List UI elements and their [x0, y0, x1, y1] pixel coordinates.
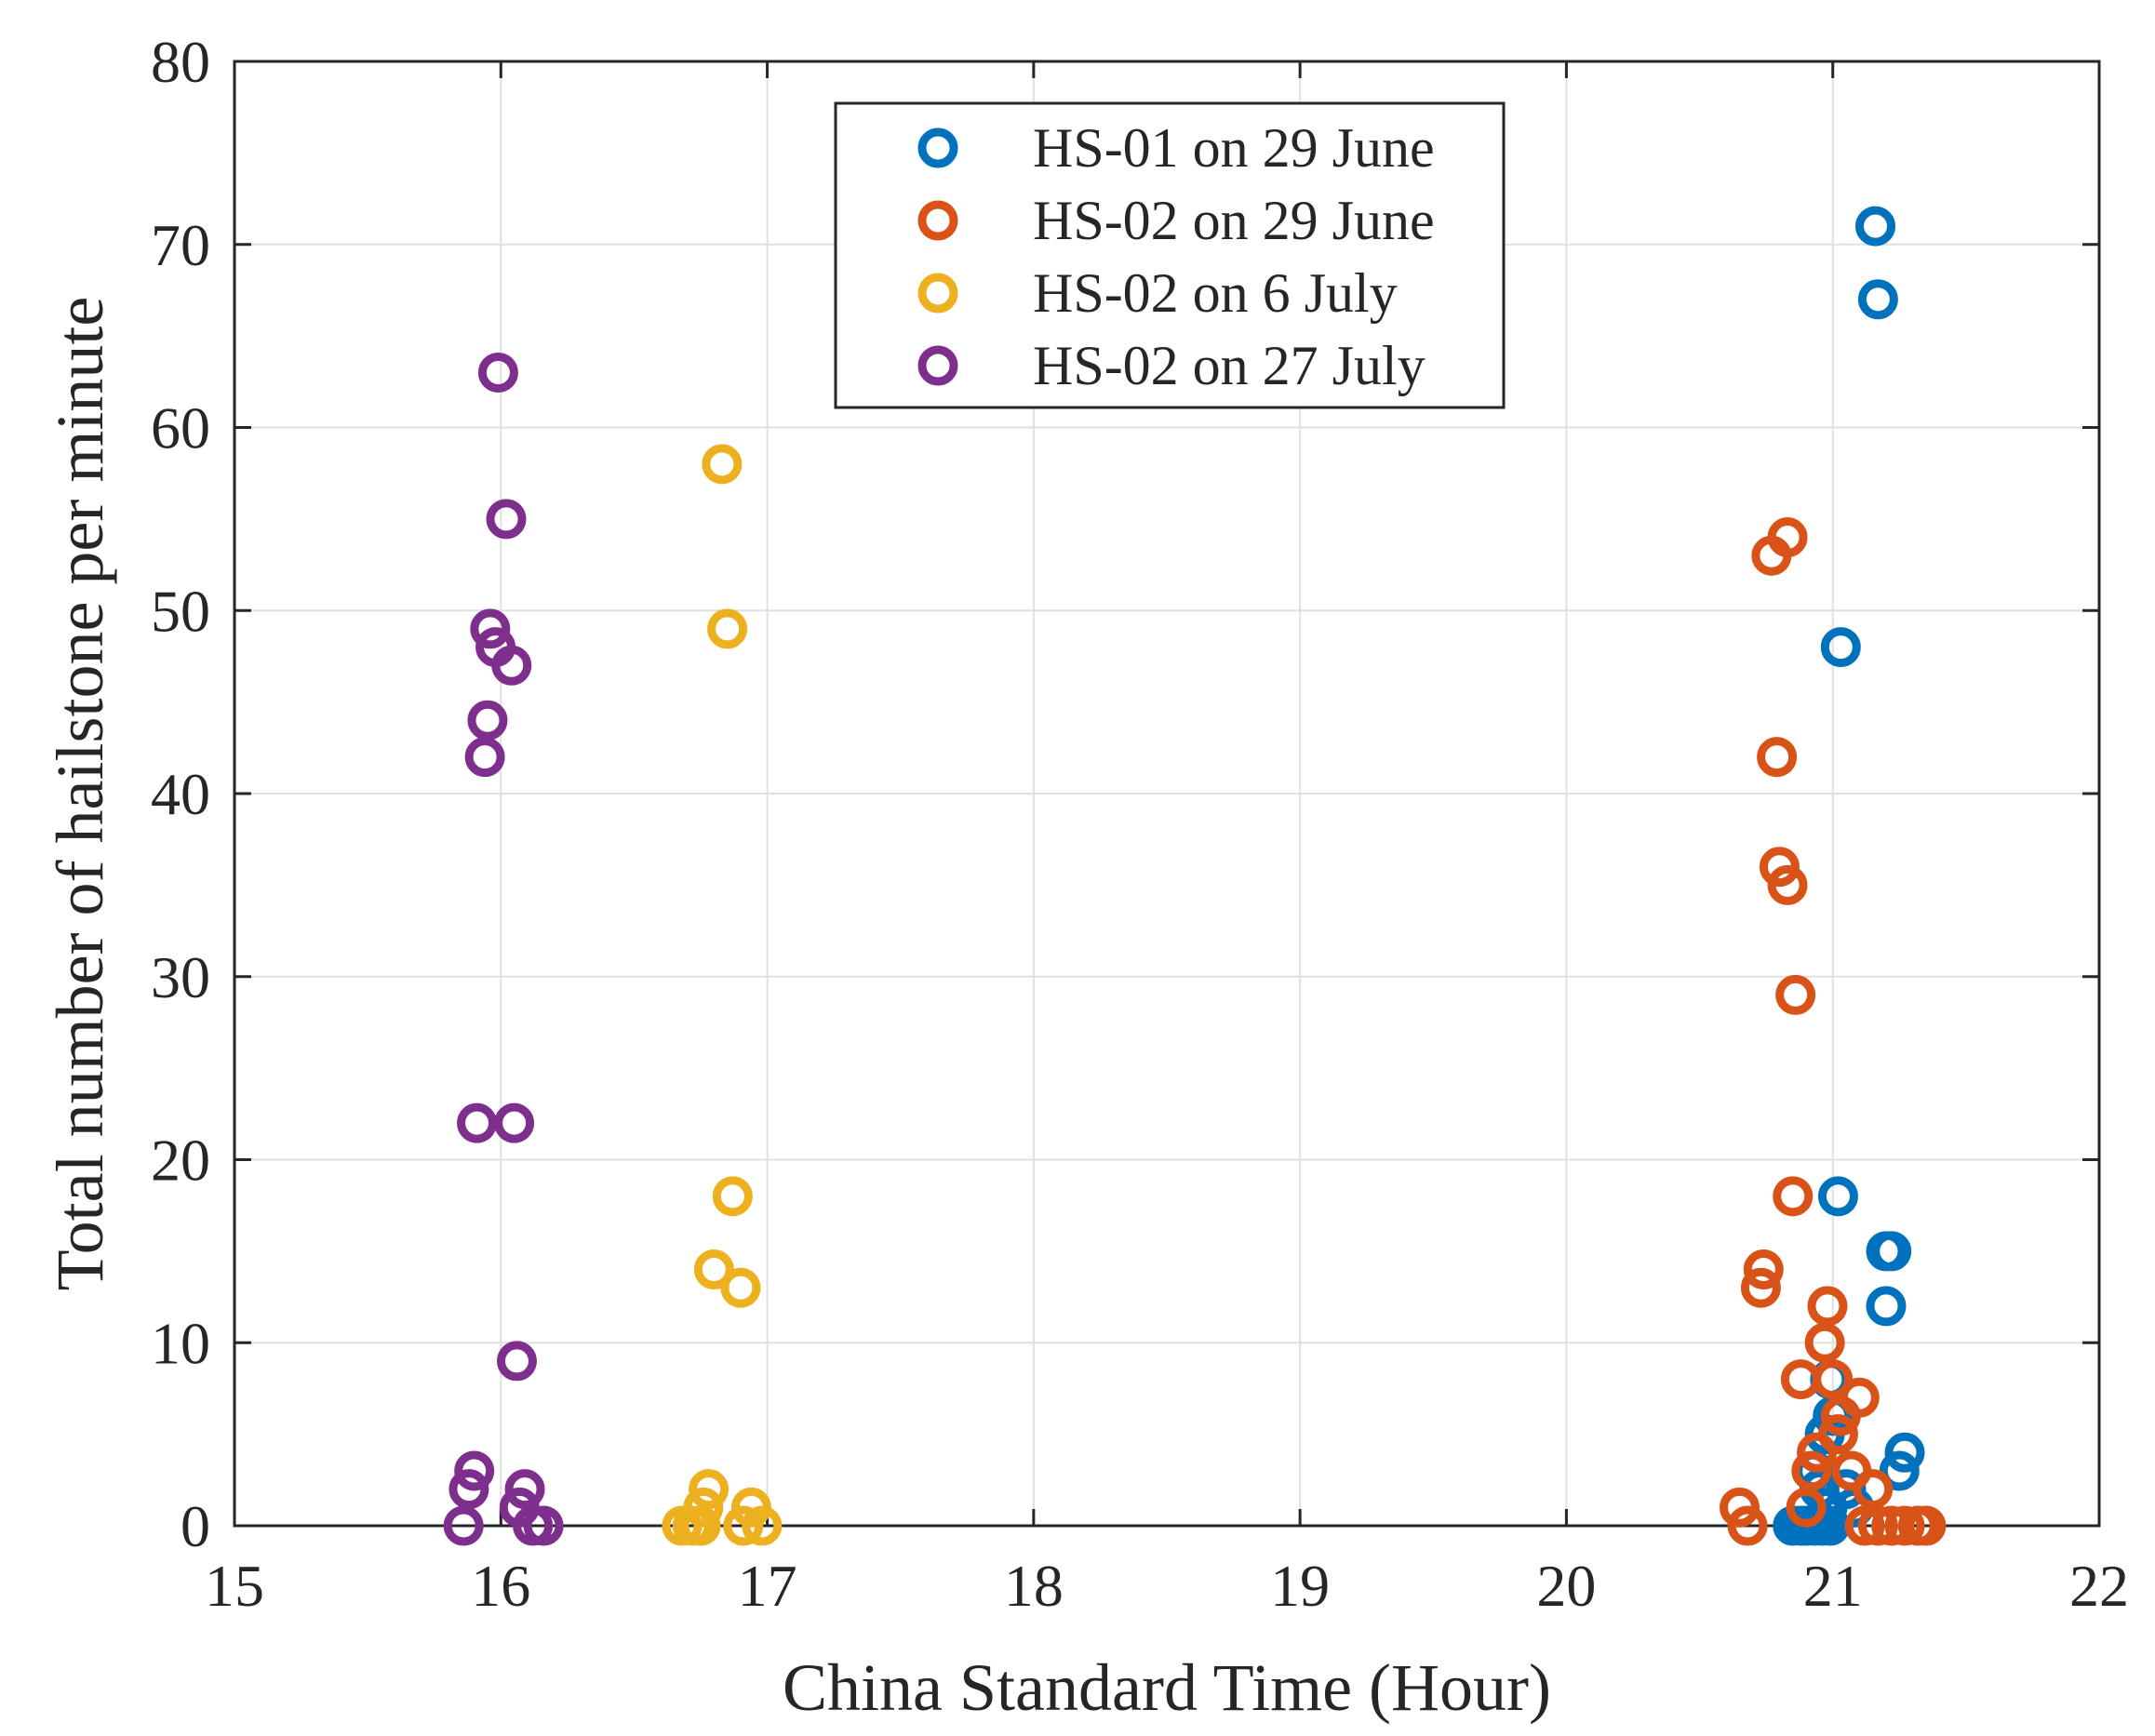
- data-point-series-2: [1797, 1432, 1838, 1473]
- data-point-series-1: [1879, 1450, 1920, 1491]
- data-point-series-1: [1817, 1176, 1858, 1217]
- data-point-series-4: [443, 1505, 484, 1546]
- data-point-series-3: [680, 1505, 721, 1546]
- data-point-series-4: [457, 1102, 498, 1143]
- data-point-series-4: [470, 608, 511, 649]
- data-point-series-3: [712, 1176, 753, 1217]
- data-point-series-2: [1844, 1505, 1885, 1546]
- data-point-series-4: [477, 352, 518, 393]
- data-point-series-2: [1740, 1267, 1781, 1308]
- data-point-series-4: [448, 1469, 489, 1510]
- data-point-series-1: [1820, 627, 1861, 668]
- data-point-series-1: [1866, 1286, 1907, 1327]
- y-tick-label: 50: [151, 578, 210, 644]
- y-tick-label: 40: [151, 761, 210, 827]
- axis-labels: China Standard Time (Hour) Total number o…: [43, 297, 1551, 1725]
- y-tick-label: 0: [181, 1493, 210, 1559]
- x-tick-label: 15: [205, 1553, 264, 1619]
- data-point-series-2: [1813, 1359, 1854, 1400]
- data-points-layer: [443, 206, 1947, 1546]
- data-point-series-2: [1807, 1286, 1848, 1327]
- x-axis-label: China Standard Time (Hour): [783, 1650, 1551, 1725]
- data-point-series-3: [742, 1505, 783, 1546]
- data-point-series-4: [491, 645, 532, 686]
- y-tick-label: 80: [151, 29, 210, 95]
- data-point-series-2: [1820, 1395, 1861, 1436]
- data-point-series-2: [1757, 737, 1798, 778]
- legend-marker: [917, 200, 958, 241]
- legend-entry-label: HS-02 on 27 July: [1033, 335, 1426, 396]
- legend-marker: [917, 345, 958, 386]
- data-point-series-2: [1791, 1450, 1832, 1491]
- y-tick-label: 10: [151, 1310, 210, 1376]
- y-tick-label: 60: [151, 395, 210, 461]
- legend-marker: [917, 273, 958, 314]
- data-point-series-4: [486, 499, 527, 540]
- data-point-series-2: [1767, 864, 1808, 905]
- data-point-series-3: [720, 1267, 761, 1308]
- legend-entry-label: HS-02 on 6 July: [1033, 262, 1398, 324]
- x-tick-label: 19: [1270, 1553, 1330, 1619]
- data-point-series-2: [1804, 1322, 1845, 1363]
- data-point-series-1: [1855, 206, 1896, 247]
- data-point-series-2: [1743, 1249, 1784, 1290]
- data-point-series-4: [504, 1469, 545, 1510]
- data-point-series-4: [464, 737, 505, 778]
- legend-marker: [917, 127, 958, 168]
- y-tick-label: 30: [151, 944, 210, 1010]
- y-tick-label: 70: [151, 212, 210, 278]
- y-tick-label: 20: [151, 1128, 210, 1194]
- x-tick-label: 21: [1803, 1553, 1863, 1619]
- data-point-series-3: [707, 608, 748, 649]
- data-point-series-2: [1786, 1487, 1827, 1528]
- x-tick-label: 20: [1536, 1553, 1596, 1619]
- data-point-series-1: [1884, 1432, 1925, 1473]
- x-tick-label: 16: [471, 1553, 530, 1619]
- y-axis-label: Total number of hailstone per minute: [43, 297, 117, 1291]
- data-point-series-4: [523, 1505, 564, 1546]
- data-point-series-1: [1871, 1231, 1912, 1272]
- data-point-series-4: [454, 1450, 495, 1491]
- data-point-series-2: [1857, 1505, 1898, 1546]
- legend-entry-label: HS-02 on 29 June: [1033, 190, 1435, 251]
- data-point-series-4: [496, 1341, 537, 1382]
- legend-entry-label: HS-01 on 29 June: [1033, 117, 1435, 179]
- data-point-series-2: [1884, 1505, 1925, 1546]
- data-point-series-3: [702, 444, 743, 485]
- data-point-series-2: [1727, 1505, 1768, 1546]
- data-point-series-2: [1775, 974, 1816, 1015]
- x-tick-label: 22: [2069, 1553, 2129, 1619]
- axes-layer: 15 16 17 18 19 20 21 22 0 10 20 30 40 50 60 70 80: [151, 29, 2129, 1619]
- data-point-series-3: [689, 1469, 729, 1510]
- legend: HS-01 on 29 June HS-02 on 29 June HS-02 on…: [834, 101, 1506, 409]
- data-point-series-2: [1853, 1469, 1894, 1510]
- data-point-series-3: [723, 1505, 764, 1546]
- data-point-series-3: [693, 1249, 734, 1290]
- x-tick-label: 18: [1004, 1553, 1064, 1619]
- data-point-series-1: [1857, 279, 1898, 320]
- data-point-series-4: [494, 1102, 535, 1143]
- data-point-series-2: [1751, 535, 1792, 576]
- x-tick-label: 17: [738, 1553, 797, 1619]
- data-point-series-4: [467, 700, 508, 741]
- data-point-series-2: [1906, 1505, 1947, 1546]
- data-point-series-2: [1773, 1176, 1814, 1217]
